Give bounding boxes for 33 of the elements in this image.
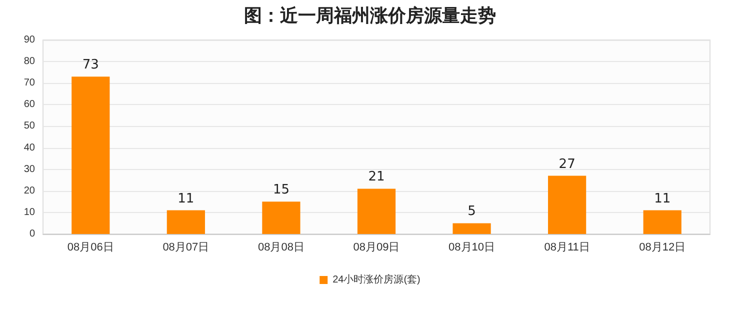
bar [452,223,491,234]
x-tick-label: 08月11日 [544,242,590,254]
data-label: 15 [272,182,290,198]
x-tick-label: 08月08日 [258,242,304,254]
legend-label: 24小时涨价房源(套) [332,274,420,286]
data-label: 5 [468,204,476,220]
bar [643,210,682,234]
y-tick-label: 60 [24,99,36,110]
data-label: 73 [82,58,99,73]
bar [262,202,300,234]
y-tick-label: 90 [24,34,36,46]
bar [548,176,586,234]
x-tick-label: 08月10日 [448,242,496,254]
x-tick-label: 08月12日 [639,242,686,254]
data-label: 21 [368,170,385,185]
y-tick-label: 10 [24,206,36,218]
bar [72,76,110,234]
x-tick-label: 08月06日 [67,242,114,254]
y-tick-label: 0 [29,228,36,240]
y-tick-label: 50 [24,120,36,132]
y-tick-label: 20 [24,185,36,196]
data-label: 11 [654,191,671,206]
bar [357,188,396,234]
x-tick-label: 08月09日 [353,242,400,254]
data-label: 11 [178,191,194,206]
data-label: 27 [558,156,576,172]
y-tick-label: 70 [24,78,36,89]
x-tick-label: 08月07日 [162,242,210,254]
y-tick-label: 40 [24,142,36,154]
chart-title: 图：近一周福州涨价房源量走势 [244,6,496,26]
y-tick-label: 80 [24,56,36,68]
y-tick-label: 30 [24,164,36,175]
bar [166,210,205,234]
